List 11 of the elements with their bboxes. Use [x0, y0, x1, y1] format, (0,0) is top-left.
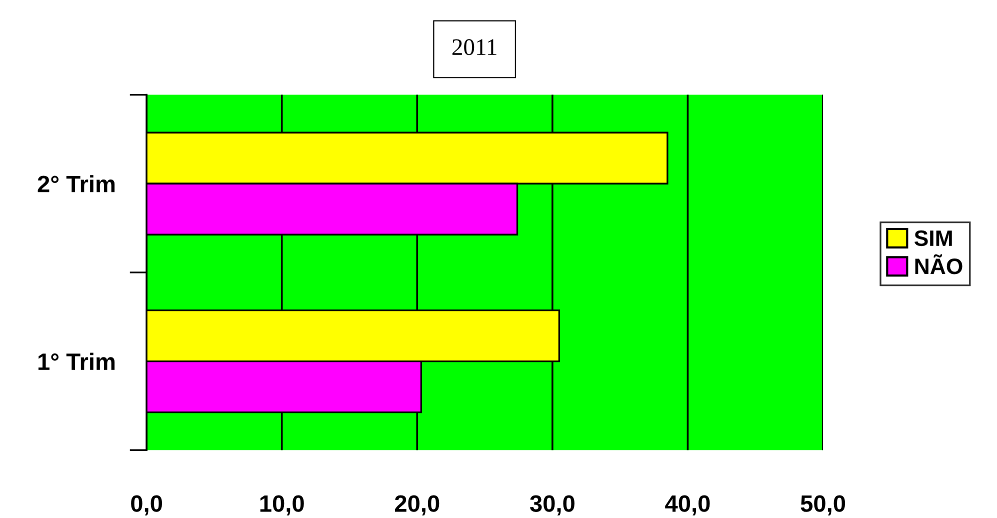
x-tick-label: 0,0: [131, 495, 162, 516]
x-tick-label: 40,0: [665, 495, 710, 516]
y-tick-label: 1° Trim: [38, 352, 115, 370]
chart-title: 2011: [452, 39, 496, 56]
x-tick-label: 50,0: [800, 495, 846, 516]
y-tick-label: 2° Trim: [38, 175, 115, 192]
legend-label: NÃO: [915, 254, 962, 274]
legend-label: SIM: [914, 230, 952, 246]
x-tick-label: 10,0: [260, 495, 304, 516]
x-tick-label: 20,0: [394, 495, 440, 516]
x-tick-label: 30,0: [530, 495, 574, 516]
